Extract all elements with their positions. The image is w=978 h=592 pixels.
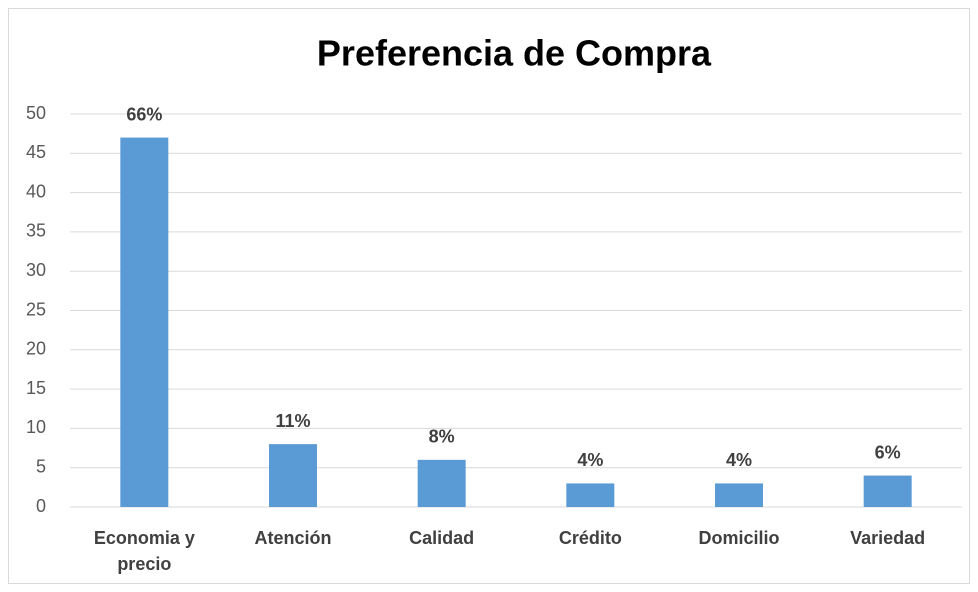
- y-tick-label: 35: [26, 221, 46, 241]
- bar: [715, 483, 763, 507]
- y-tick-label: 0: [36, 496, 46, 516]
- y-tick-label: 30: [26, 260, 46, 280]
- y-tick-label: 20: [26, 339, 46, 359]
- data-label: 4%: [726, 450, 752, 470]
- chart-title: Preferencia de Compra: [317, 33, 712, 74]
- y-tick-label: 10: [26, 417, 46, 437]
- x-tick-label: Variedad: [850, 528, 926, 548]
- y-tick-label: 50: [26, 103, 46, 123]
- bar: [120, 137, 169, 507]
- y-tick-label: 25: [26, 299, 46, 319]
- y-tick-label: 45: [26, 142, 46, 162]
- y-tick-label: 15: [26, 378, 46, 398]
- data-label: 4%: [577, 450, 603, 470]
- data-label: 8%: [429, 427, 455, 447]
- y-tick-label: 5: [36, 456, 46, 476]
- bar: [269, 444, 317, 507]
- bar: [417, 459, 466, 507]
- bar: [566, 483, 615, 507]
- x-tick-label: Crédito: [558, 528, 622, 548]
- y-tick-label: 40: [26, 181, 46, 201]
- data-label: 6%: [875, 442, 901, 462]
- x-tick-label: Calidad: [409, 528, 475, 548]
- data-label: 66%: [126, 104, 162, 124]
- chart-border: [8, 8, 970, 584]
- bar: [863, 475, 912, 507]
- x-tick-label: Atención: [254, 528, 332, 548]
- x-tick-label: Domicilio: [698, 528, 780, 548]
- x-tick-label: Economia y precio: [93, 528, 195, 574]
- data-label: 11%: [275, 411, 310, 431]
